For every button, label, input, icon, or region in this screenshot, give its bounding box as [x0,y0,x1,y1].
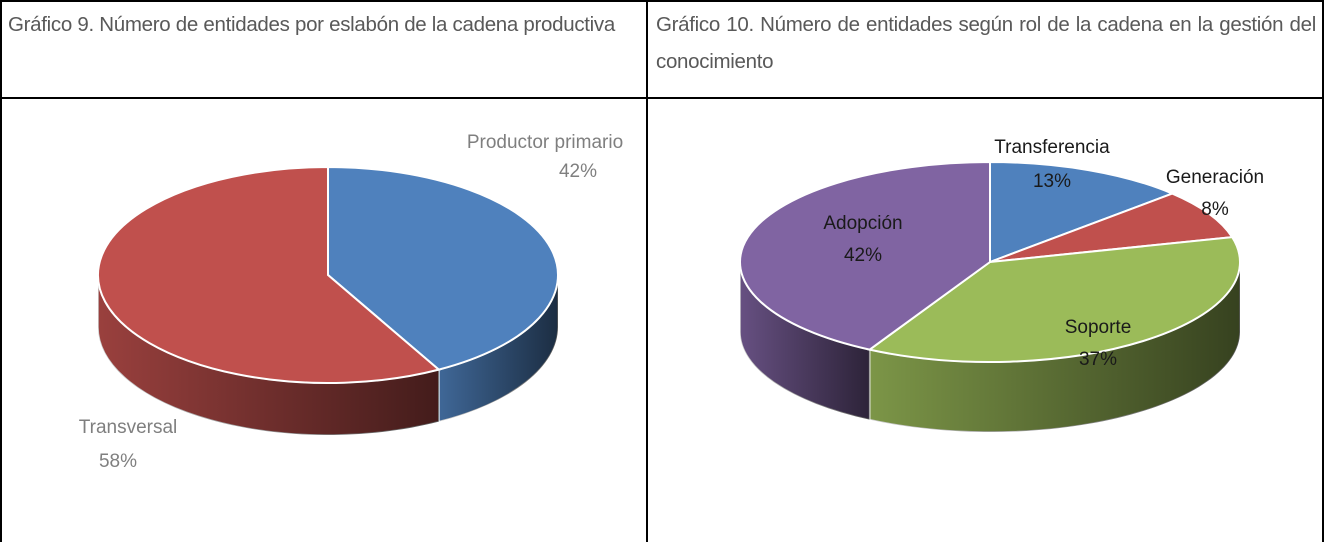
pie-slice [989,192,1234,263]
table-border [646,0,648,542]
value-label: 37% [1079,349,1117,370]
pie-slice [327,165,559,371]
value-label: 8% [1201,199,1229,220]
value-label: 42% [559,161,597,182]
chart-title: Gráfico 9. Número de entidades por eslab… [8,13,615,36]
table-border [0,0,2,542]
pie-slice [97,165,441,384]
value-label: 13% [1033,171,1071,192]
value-label: 42% [844,245,882,266]
slice-label: Adopción [823,213,902,234]
slice-label: Productor primario [467,132,623,153]
table-border [1322,0,1324,542]
slice-label: Soporte [1065,317,1132,338]
pie-slice [867,236,1241,363]
chart-title: Gráfico 10. Número de entidades según ro… [656,13,1316,73]
pie-slice [739,160,991,351]
table-border [0,97,1324,99]
table-border [0,0,1324,2]
slice-shade [869,262,1240,432]
value-label: 58% [99,451,137,472]
slice-shade [740,262,870,420]
slice-shade [98,275,439,435]
slice-label: Transferencia [994,137,1110,158]
slice-label: Generación [1166,167,1264,188]
pie-slice [989,160,1175,264]
slice-label: Transversal [79,417,178,438]
